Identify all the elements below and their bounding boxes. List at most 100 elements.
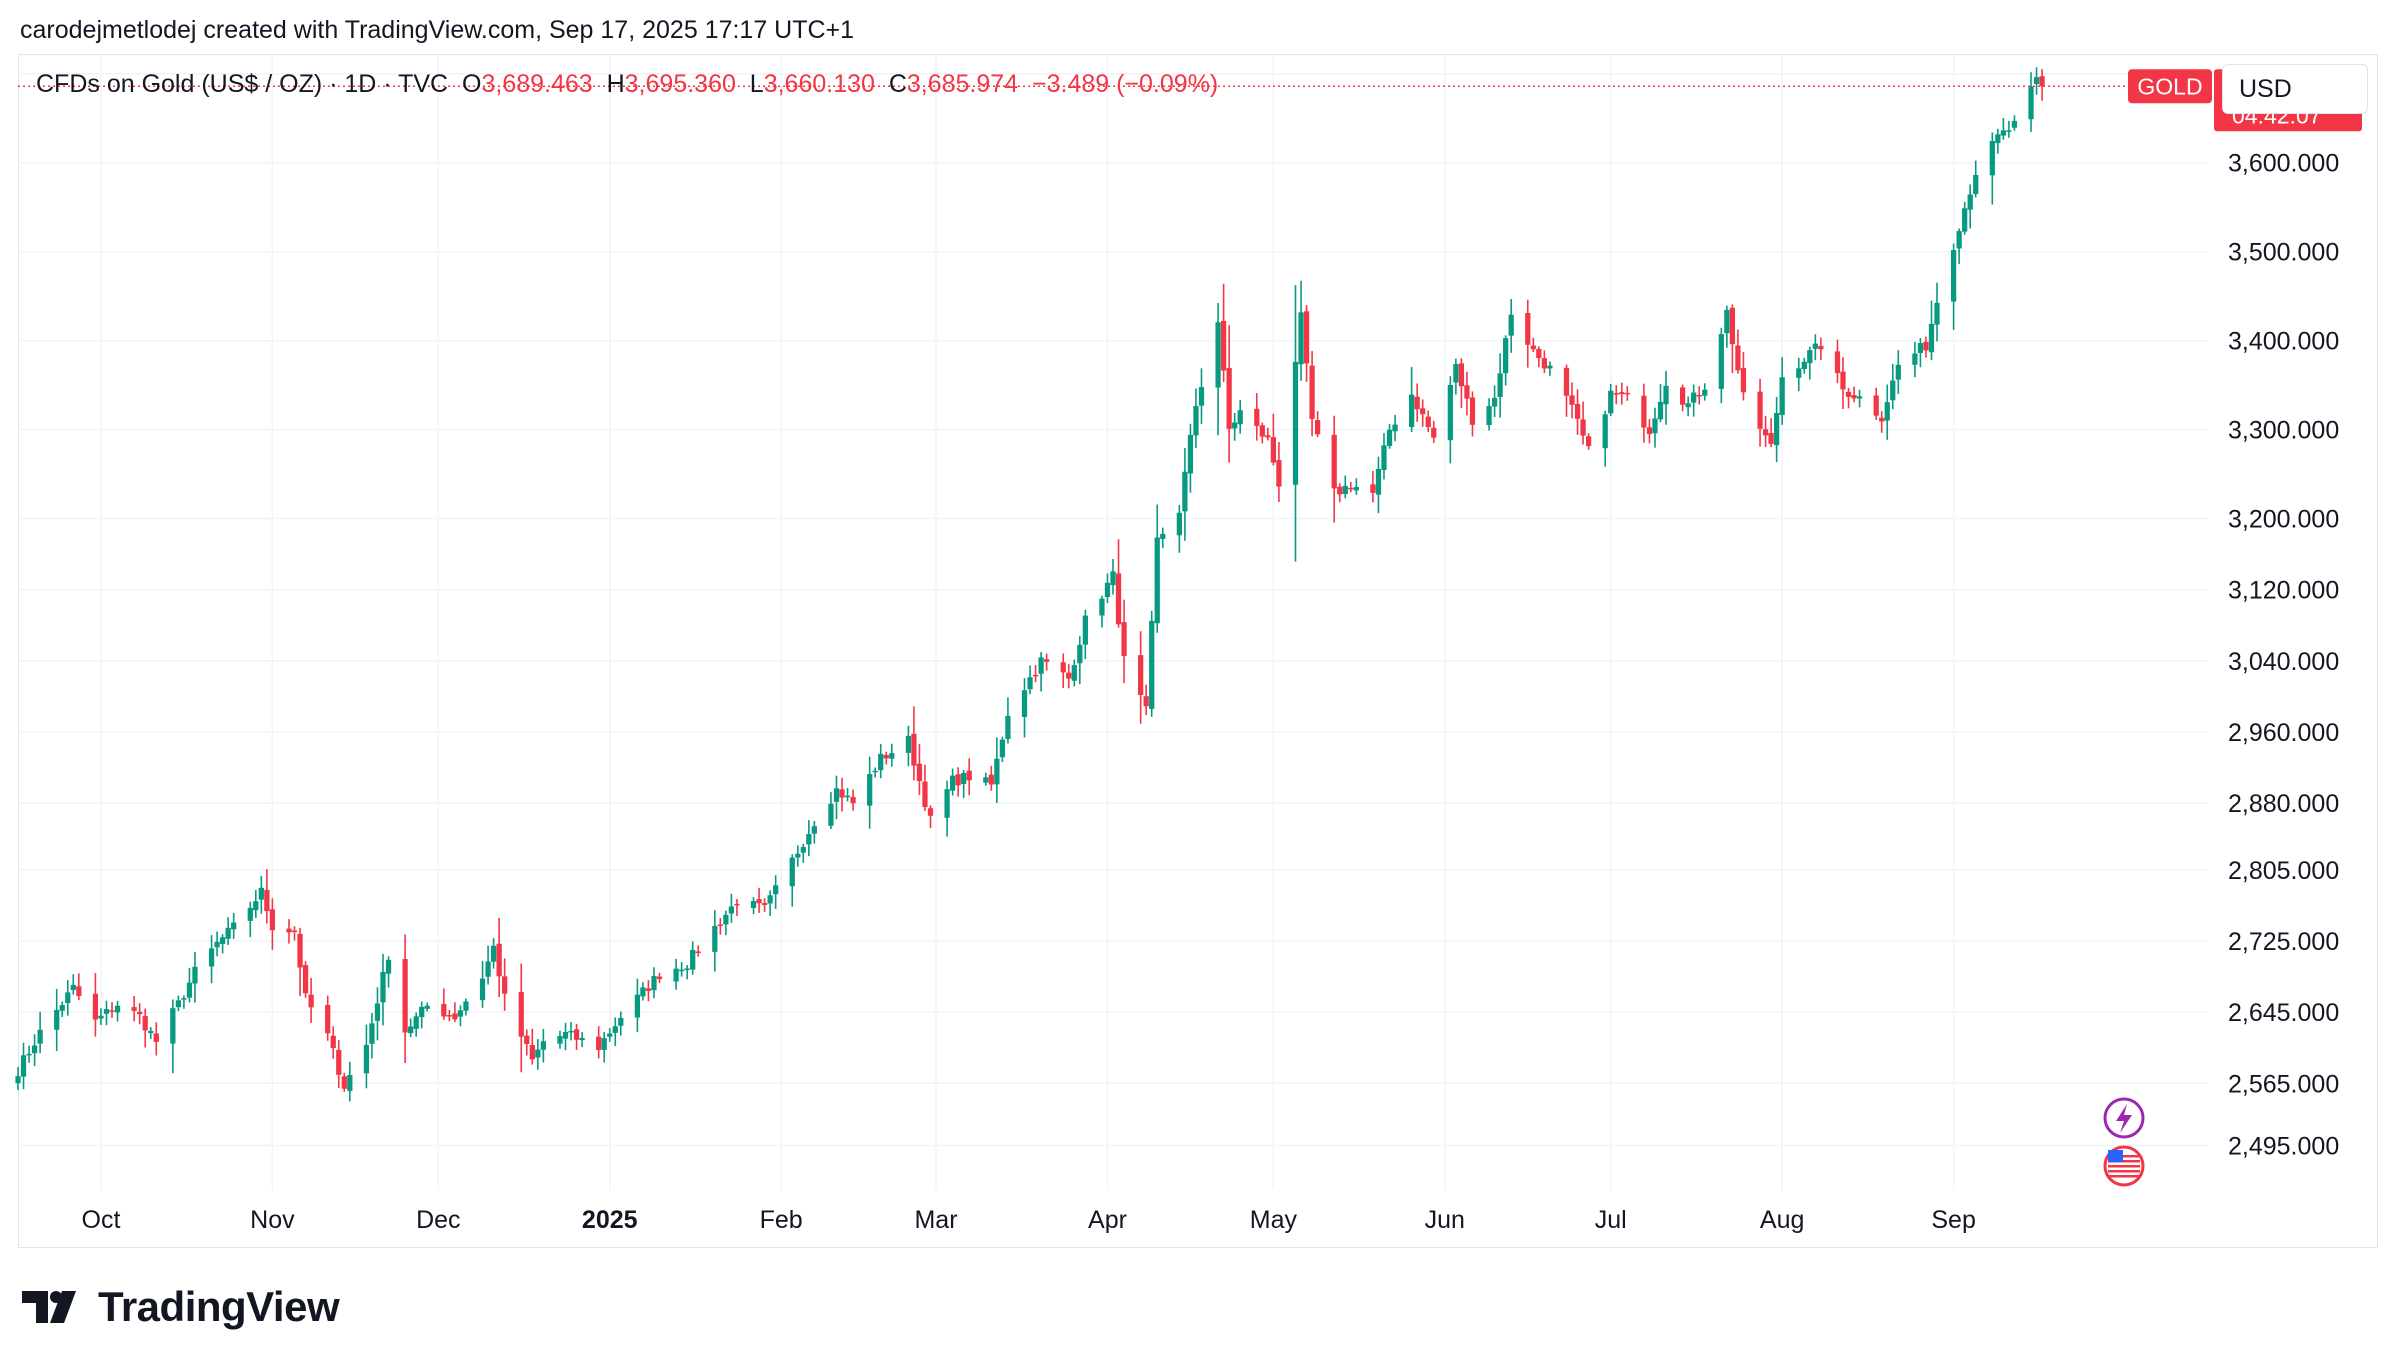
candle-body [1458, 363, 1465, 387]
candle [983, 772, 989, 786]
candle-body [452, 1013, 458, 1020]
candle [1270, 413, 1277, 466]
candle [1989, 132, 1995, 205]
candle [98, 1008, 104, 1026]
candle [1298, 280, 1304, 381]
candle [1370, 471, 1376, 503]
chart-icons[interactable] [2103, 1097, 2145, 1187]
tradingview-brand[interactable]: TradingView [22, 1282, 340, 1332]
candle [1652, 407, 1658, 448]
candle-body [253, 901, 259, 911]
candle-body [170, 1008, 176, 1044]
candle-body [1453, 364, 1459, 383]
candle [479, 960, 486, 1008]
candle-body [1232, 422, 1238, 429]
candle-body [1032, 674, 1039, 677]
candle-body [1491, 397, 1498, 407]
candle [65, 980, 71, 1016]
candle-body [1956, 231, 1962, 249]
y-tick-label: 2,645.000 [2228, 999, 2339, 1027]
candle [374, 987, 381, 1041]
candle-body [54, 1009, 60, 1030]
candlestick-chart[interactable]: Oct Nov Dec 2025 Feb Mar Apr May Jun Jul Aug Sep 2,… [0, 0, 2390, 1270]
candle-body [269, 909, 276, 931]
candle-body [15, 1076, 21, 1084]
candle [148, 1027, 154, 1040]
y-tick-label: 3,300.000 [2228, 417, 2339, 445]
candle [1486, 398, 1492, 431]
currency-selector[interactable]: USD [2222, 64, 2368, 114]
candle-body [535, 1049, 541, 1058]
candle [1431, 420, 1437, 443]
candle [756, 887, 762, 913]
candle-body [70, 984, 76, 990]
candle [424, 1002, 430, 1012]
candle-body [634, 994, 641, 1018]
candle-body [1856, 396, 1863, 399]
candle [673, 958, 679, 990]
candle [994, 737, 1000, 803]
candle-body [867, 774, 873, 806]
candle-body [850, 797, 856, 804]
candle [1962, 201, 1968, 235]
candle [457, 1005, 464, 1027]
lightning-icon[interactable] [2103, 1097, 2145, 1139]
candle [336, 1040, 342, 1089]
candle [922, 764, 928, 811]
candle [656, 972, 663, 984]
candle-body [142, 1016, 148, 1031]
candle [618, 1011, 624, 1036]
candle-body [656, 976, 663, 980]
candle [1884, 384, 1890, 440]
candle-body [994, 758, 1000, 785]
candle [1679, 384, 1686, 412]
candle-body [1314, 419, 1321, 435]
candle-body [883, 754, 889, 759]
candle [1375, 456, 1382, 514]
candle [1768, 418, 1774, 448]
candle-body [402, 959, 408, 1033]
chart-credit: carodejmetlodej created with TradingView… [20, 16, 855, 44]
candle [1525, 299, 1531, 368]
candle [70, 974, 76, 995]
candle [1005, 697, 1011, 744]
candle [728, 893, 735, 923]
candle-body [1276, 460, 1282, 487]
x-tick-label: Feb [760, 1206, 803, 1234]
candle-body [1182, 471, 1188, 512]
candle-body [999, 739, 1006, 758]
candle-body [1154, 537, 1160, 624]
candle-body [192, 966, 198, 984]
candle [949, 768, 956, 796]
candle-body [690, 949, 696, 970]
candle-body [1962, 208, 1968, 232]
candle [1464, 371, 1470, 416]
us-flag-icon[interactable] [2103, 1145, 2145, 1187]
candle-body [1027, 677, 1033, 690]
candle-body [1580, 419, 1586, 436]
candle [54, 989, 60, 1052]
candle [1469, 391, 1476, 437]
candle-body [1624, 392, 1630, 395]
candle [208, 935, 215, 984]
open-label: O [462, 70, 482, 98]
candle [1292, 285, 1299, 562]
candle-body [844, 795, 851, 798]
candle [1491, 385, 1498, 418]
change-value: −3.489 (−0.09%) [1032, 70, 1219, 98]
candle [889, 743, 895, 767]
candle-body [640, 987, 646, 997]
candle-body [1801, 361, 1807, 370]
candle [1580, 401, 1586, 445]
candle-body [1104, 582, 1111, 597]
candle [612, 1017, 618, 1047]
candle-body [1331, 434, 1337, 489]
candle [1027, 665, 1033, 695]
y-axis: 2,495.000 2,565.000 2,645.000 2,725.000 2,80… [2228, 61, 2339, 1161]
candle-body [1121, 622, 1127, 657]
candle [1077, 636, 1083, 685]
candle-body [1685, 403, 1691, 408]
candle-body [1851, 395, 1857, 399]
candle-body [1890, 380, 1896, 401]
candle [219, 934, 226, 954]
